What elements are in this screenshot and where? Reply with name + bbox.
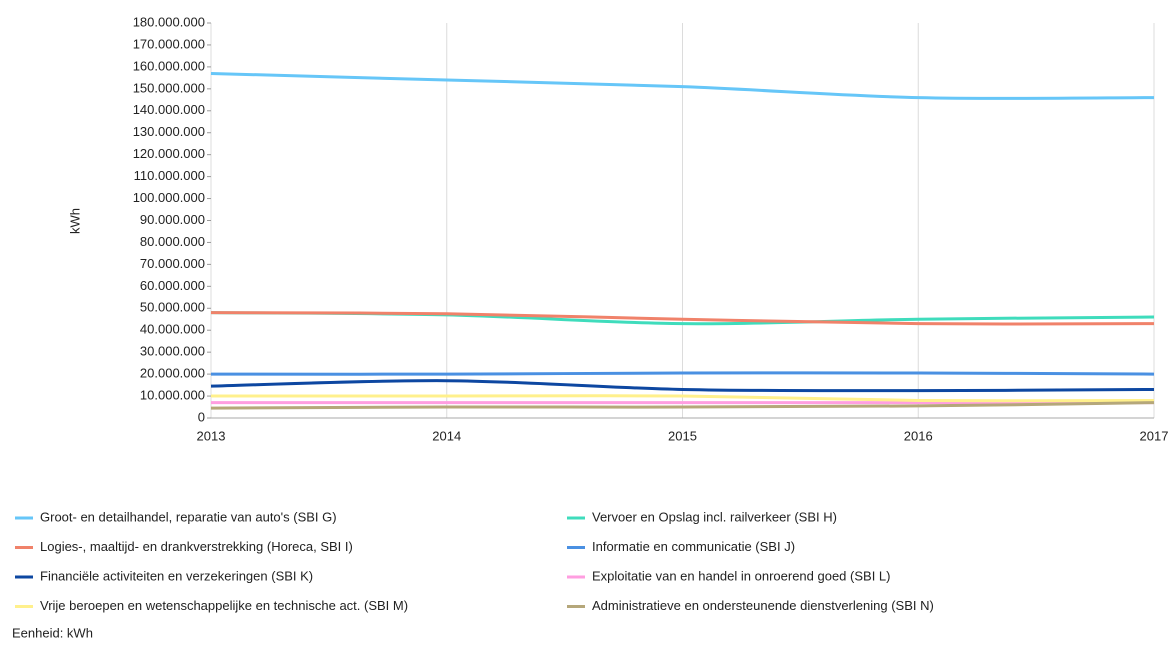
y-tick-label: 160.000.000 [133, 58, 205, 73]
y-tick-label: 100.000.000 [133, 190, 205, 205]
y-tick-label: 90.000.000 [140, 212, 205, 227]
x-tick-label: 2017 [1140, 428, 1169, 443]
legend-label: Vrije beroepen en wetenschappelijke en t… [40, 598, 408, 613]
footer: Eenheid: kWh [12, 625, 93, 640]
legend-label: Exploitatie van en handel in onroerend g… [592, 568, 890, 583]
y-tick-label: 10.000.000 [140, 387, 205, 402]
y-tick-label: 0 [198, 409, 205, 424]
y-tick-label: 20.000.000 [140, 366, 205, 381]
y-tick-label: 40.000.000 [140, 322, 205, 337]
legend-label: Administratieve en ondersteunende dienst… [592, 598, 934, 613]
y-tick-label: 50.000.000 [140, 300, 205, 315]
series-line [210, 379, 1155, 393]
y-tick-label: 80.000.000 [140, 234, 205, 249]
y-tick-label: 60.000.000 [140, 278, 205, 293]
series-line [210, 371, 1155, 376]
series-line [210, 401, 1155, 410]
legend-label: Groot- en detailhandel, reparatie van au… [40, 509, 337, 524]
series-line [210, 394, 1155, 403]
legend-label: Financiële activiteiten en verzekeringen… [40, 568, 313, 583]
series-line [210, 311, 1155, 326]
y-tick-label: 150.000.000 [133, 80, 205, 95]
y-tick-label: 130.000.000 [133, 124, 205, 139]
legend-label: Informatie en communicatie (SBI J) [592, 539, 795, 554]
legend-label: Logies-, maaltijd- en drankverstrekking … [40, 539, 353, 554]
y-tick-label: 70.000.000 [140, 256, 205, 271]
x-tick-label: 2014 [432, 428, 461, 443]
legend-label: Vervoer en Opslag incl. railverkeer (SBI… [592, 509, 837, 524]
x-tick-label: 2015 [668, 428, 697, 443]
y-tick-label: 180.000.000 [133, 14, 205, 29]
x-tick-label: 2013 [197, 428, 226, 443]
y-tick-label: 120.000.000 [133, 146, 205, 161]
x-tick-label: 2016 [904, 428, 933, 443]
series-line [210, 71, 1155, 100]
y-axis-label: kWh [67, 208, 82, 234]
y-tick-label: 140.000.000 [133, 102, 205, 117]
y-tick-label: 110.000.000 [134, 168, 205, 183]
y-tick-label: 170.000.000 [133, 36, 205, 51]
y-tick-label: 30.000.000 [140, 344, 205, 359]
